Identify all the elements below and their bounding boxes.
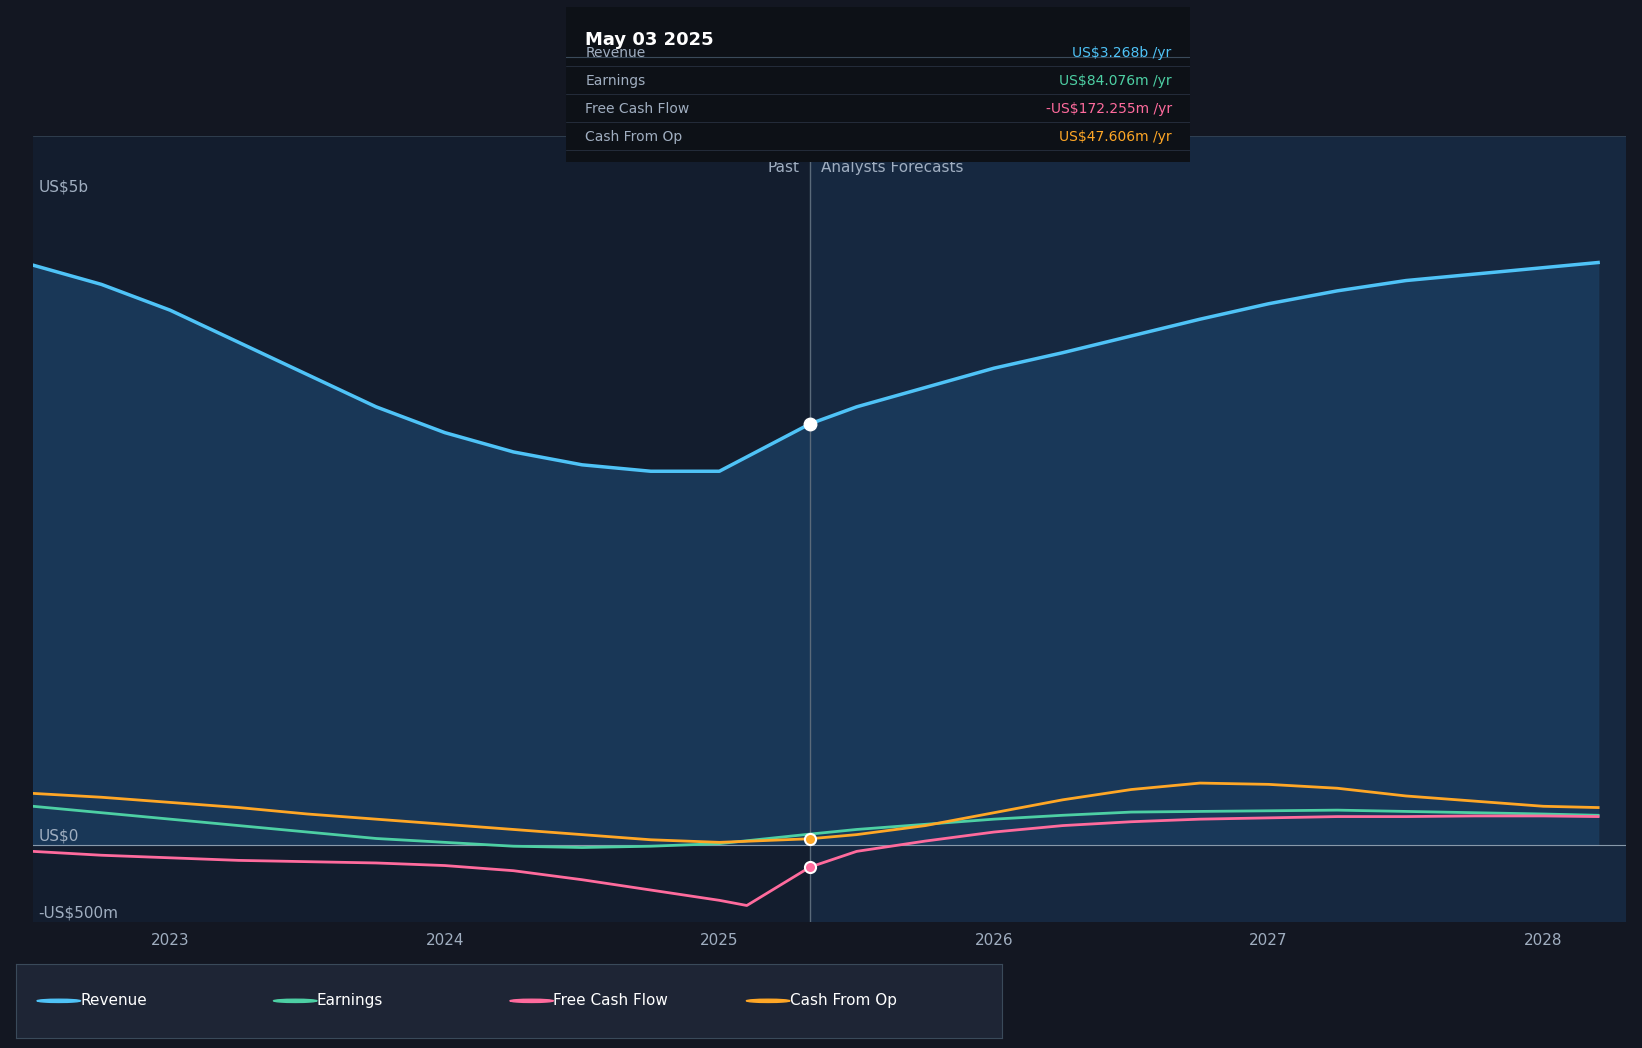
Text: Analysts Forecasts: Analysts Forecasts (821, 160, 964, 175)
Text: Free Cash Flow: Free Cash Flow (585, 102, 690, 116)
Text: Revenue: Revenue (585, 46, 645, 60)
Text: Revenue: Revenue (80, 994, 148, 1008)
Circle shape (511, 999, 553, 1003)
Text: -US$172.255m /yr: -US$172.255m /yr (1046, 102, 1172, 116)
Text: Past: Past (767, 160, 800, 175)
Text: US$3.268b /yr: US$3.268b /yr (1072, 46, 1172, 60)
Text: Cash From Op: Cash From Op (790, 994, 897, 1008)
Circle shape (274, 999, 317, 1003)
Text: US$0: US$0 (38, 829, 79, 844)
Text: Free Cash Flow: Free Cash Flow (553, 994, 668, 1008)
Bar (810, 136, 1642, 922)
Text: US$84.076m /yr: US$84.076m /yr (1059, 74, 1172, 88)
Text: Earnings: Earnings (317, 994, 383, 1008)
Text: US$47.606m /yr: US$47.606m /yr (1059, 130, 1172, 144)
Text: -US$500m: -US$500m (38, 905, 118, 921)
Circle shape (38, 999, 80, 1003)
Text: US$5b: US$5b (38, 179, 89, 194)
Text: Cash From Op: Cash From Op (585, 130, 683, 144)
Circle shape (747, 999, 790, 1003)
Text: Earnings: Earnings (585, 74, 645, 88)
Text: May 03 2025: May 03 2025 (585, 30, 714, 48)
